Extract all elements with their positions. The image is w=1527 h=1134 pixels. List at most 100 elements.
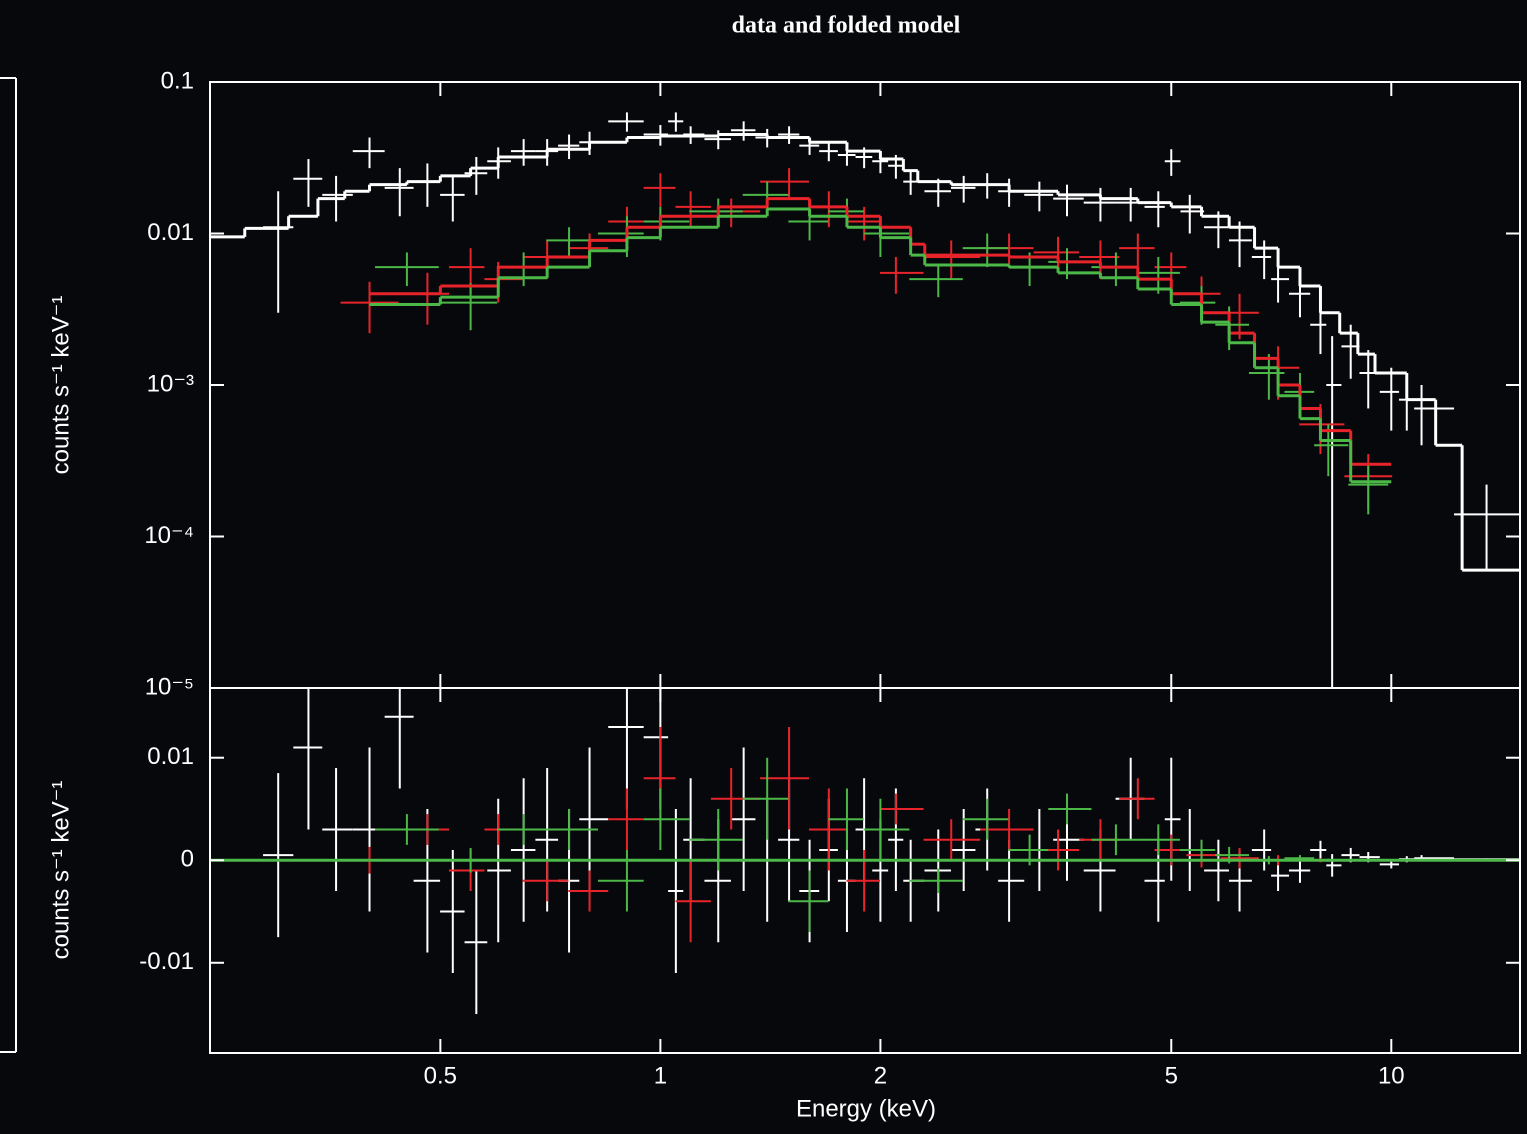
error-cross: [1326, 336, 1342, 688]
error-cross: [742, 757, 789, 840]
error-cross: [608, 112, 644, 132]
error-cross: [1326, 854, 1342, 877]
error-cross: [1220, 847, 1259, 869]
y-axis-label: counts s⁻¹ keV⁻¹: [47, 781, 74, 960]
error-cross: [1179, 839, 1216, 861]
error-cross: [1204, 839, 1229, 902]
x-tick-label: 2: [874, 1062, 887, 1089]
x-tick-label: 5: [1165, 1062, 1178, 1089]
error-cross: [924, 178, 951, 207]
error-cross: [375, 814, 439, 845]
error-cross: [263, 773, 294, 938]
y-tick-label: 10⁻³: [147, 370, 194, 397]
error-cross: [340, 281, 399, 334]
y-tick-label: 0.01: [147, 219, 194, 246]
error-cross: [675, 860, 711, 943]
error-cross: [668, 112, 684, 132]
error-cross: [1053, 184, 1084, 217]
error-cross: [510, 139, 536, 166]
error-cross: [819, 142, 838, 162]
plot-area: [210, 688, 1520, 1015]
y-tick-label: 0.01: [147, 743, 194, 770]
error-cross: [675, 191, 711, 228]
error-cross: [384, 168, 414, 217]
error-cross: [1271, 261, 1290, 303]
x-axis-label: Energy (keV): [796, 1095, 936, 1122]
error-cross: [846, 206, 881, 241]
error-cross: [1137, 824, 1180, 856]
error-cross: [1024, 181, 1054, 212]
error-cross: [808, 788, 847, 871]
error-cross: [1289, 858, 1311, 883]
error-cross: [438, 283, 498, 331]
error-cross: [1144, 191, 1165, 228]
error-cross: [760, 726, 809, 830]
error-cross: [1414, 385, 1455, 446]
error-cross: [546, 808, 598, 850]
error-cross: [923, 240, 981, 280]
error-cross: [497, 814, 547, 845]
error-cross: [1379, 367, 1400, 431]
error-cross: [322, 767, 353, 892]
error-cross: [464, 156, 488, 195]
plot-area: [210, 112, 1520, 688]
error-cross: [828, 788, 864, 850]
error-cross: [1228, 221, 1252, 268]
error-cross: [788, 870, 829, 933]
error-cross: [998, 839, 1025, 922]
error-cross: [950, 175, 976, 203]
x-tick-label: 0.5: [424, 1062, 457, 1089]
error-cross: [464, 870, 488, 1015]
error-cross: [909, 868, 963, 894]
error-cross: [1164, 149, 1181, 176]
error-cross: [510, 778, 536, 922]
error-cross: [1314, 424, 1349, 477]
error-cross: [375, 252, 439, 287]
error-cross: [730, 747, 756, 892]
x-tick-label: 10: [1378, 1062, 1405, 1089]
error-cross: [558, 134, 580, 160]
error-cross: [643, 788, 690, 850]
error-cross: [1119, 233, 1155, 268]
error-cross: [1091, 824, 1138, 856]
error-cross: [579, 747, 609, 892]
error-cross: [778, 126, 800, 144]
chart-title: data and folded model: [732, 13, 961, 39]
error-cross: [668, 808, 684, 974]
error-cross: [608, 788, 644, 850]
error-cross: [863, 798, 910, 861]
error-cross: [962, 233, 1009, 268]
error-cross: [1119, 778, 1155, 820]
y-tick-label: 10⁻⁵: [145, 673, 194, 700]
y-tick-label: 0: [181, 846, 194, 873]
error-cross: [608, 688, 644, 809]
error-cross: [880, 256, 924, 294]
error-cross: [909, 264, 963, 298]
error-cross: [1454, 484, 1520, 571]
error-cross: [1348, 464, 1389, 515]
x-tick-label: 1: [654, 1062, 667, 1089]
error-cross: [643, 173, 676, 207]
error-cross: [950, 808, 976, 892]
error-cross: [522, 860, 569, 902]
error-cross: [1251, 829, 1272, 871]
error-cross: [293, 159, 323, 207]
error-cross: [980, 808, 1034, 850]
error-cross: [440, 175, 465, 222]
error-cross: [1310, 840, 1327, 860]
error-cross: [962, 798, 1009, 840]
error-cross: [1048, 793, 1092, 825]
error-cross: [760, 168, 809, 199]
error-cross: [352, 137, 385, 169]
error-cross: [293, 688, 323, 830]
error-cross: [384, 688, 414, 789]
error-cross: [880, 793, 924, 825]
y-tick-label: 0.1: [161, 67, 194, 94]
error-cross: [923, 819, 981, 861]
plot-frame: [209, 687, 1521, 1054]
error-cross: [730, 121, 756, 141]
error-cross: [568, 870, 609, 912]
